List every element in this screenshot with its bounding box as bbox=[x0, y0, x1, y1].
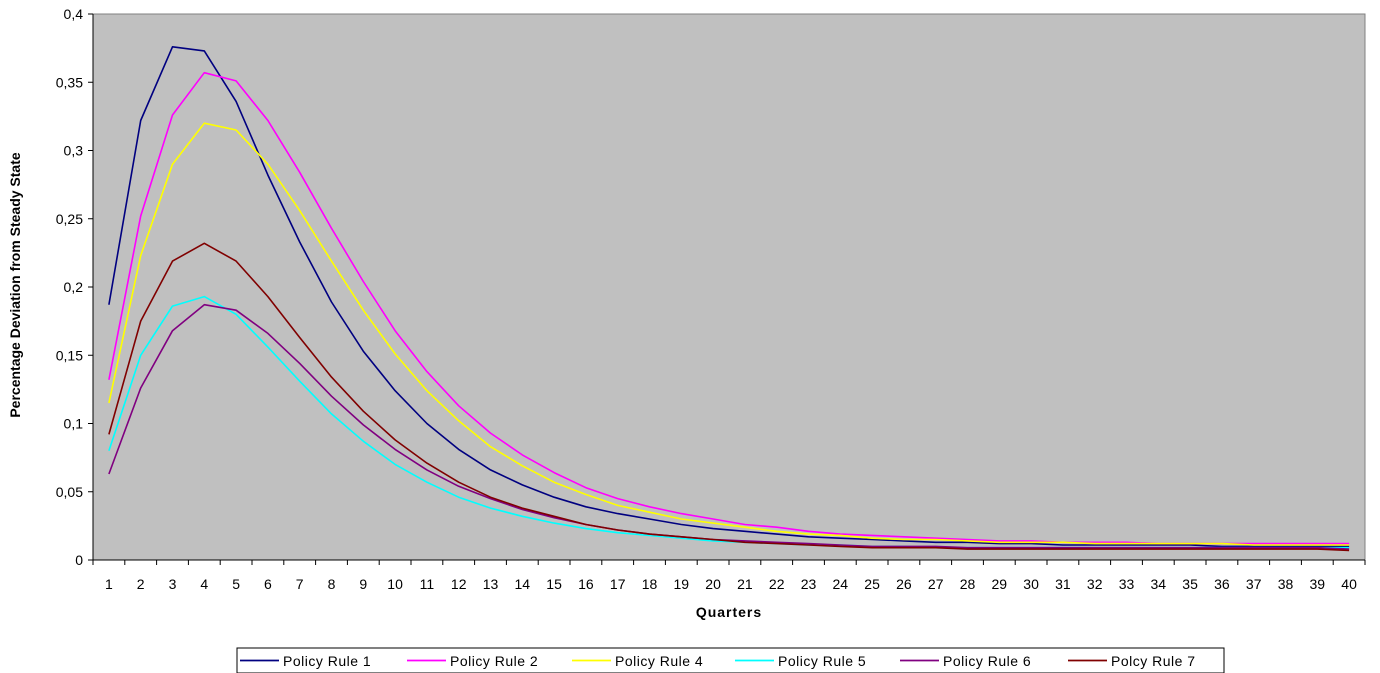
x-tick-label: 31 bbox=[1055, 576, 1071, 592]
x-tick-label: 19 bbox=[674, 576, 690, 592]
x-tick-label: 15 bbox=[546, 576, 562, 592]
legend-label: Policy Rule 1 bbox=[283, 653, 371, 669]
y-tick-label: 0,4 bbox=[64, 6, 84, 22]
x-tick-label: 25 bbox=[864, 576, 880, 592]
y-tick-label: 0,1 bbox=[64, 416, 84, 432]
legend-label: Policy Rule 5 bbox=[778, 653, 866, 669]
y-axis-title: Percentage Deviation from Steady State bbox=[7, 152, 23, 418]
x-tick-label: 1 bbox=[105, 576, 113, 592]
x-axis-title: Quarters bbox=[696, 604, 762, 620]
series-line-3 bbox=[108, 122, 1350, 546]
legend-box bbox=[236, 647, 1225, 673]
x-tick-label: 11 bbox=[420, 576, 435, 592]
x-tick-label: 34 bbox=[1151, 576, 1167, 592]
x-tick-label: 40 bbox=[1341, 576, 1357, 592]
legend-label: Polcy Rule 7 bbox=[1111, 653, 1196, 669]
x-tick-label: 26 bbox=[896, 576, 912, 592]
legend-label: Policy Rule 4 bbox=[615, 653, 703, 669]
x-tick-label: 3 bbox=[169, 576, 177, 592]
x-tick-label: 10 bbox=[387, 576, 403, 592]
series-line-1 bbox=[108, 45, 1350, 548]
x-tick-label: 7 bbox=[296, 576, 304, 592]
x-tick-label: 38 bbox=[1278, 576, 1294, 592]
x-tick-label: 22 bbox=[769, 576, 785, 592]
y-tick-label: 0,3 bbox=[64, 143, 84, 159]
legend: Policy Rule 1 Policy Rule 2 Policy Rule 4 P… bbox=[236, 647, 1225, 673]
x-tick-label: 21 bbox=[737, 576, 753, 592]
y-tick-label: 0,35 bbox=[56, 74, 83, 90]
x-tick-label: 39 bbox=[1310, 576, 1326, 592]
x-tick-label: 24 bbox=[833, 576, 849, 592]
x-tick-label: 12 bbox=[451, 576, 467, 592]
x-tick-label: 2 bbox=[137, 576, 145, 592]
series-line-6 bbox=[108, 242, 1350, 552]
x-tick-label: 37 bbox=[1246, 576, 1262, 592]
y-axis: 0 0,05 0,1 0,15 0,2 0,25 0,3 0,35 0,4 bbox=[56, 6, 94, 568]
x-tick-label: 23 bbox=[801, 576, 817, 592]
x-tick-label: 5 bbox=[232, 576, 240, 592]
x-tick-label: 6 bbox=[264, 576, 272, 592]
x-tick-label: 8 bbox=[328, 576, 336, 592]
plot-area bbox=[92, 13, 1366, 561]
x-axis: 1 2 3 4 5 6 7 8 9 10 11 12 13 14 15 16 17 18 19 20 21 22 23 24 2… bbox=[92, 559, 1366, 592]
x-tick-label: 18 bbox=[642, 576, 658, 592]
x-tick-label: 27 bbox=[928, 576, 944, 592]
x-tick-label: 17 bbox=[610, 576, 626, 592]
legend-label: Policy Rule 6 bbox=[943, 653, 1031, 669]
y-tick-label: 0,25 bbox=[56, 211, 83, 227]
x-tick-label: 4 bbox=[200, 576, 208, 592]
x-tick-label: 35 bbox=[1182, 576, 1198, 592]
x-tick-label: 14 bbox=[515, 576, 531, 592]
x-tick-label: 16 bbox=[578, 576, 594, 592]
x-tick-label: 33 bbox=[1119, 576, 1135, 592]
series-lines bbox=[108, 45, 1350, 552]
y-tick-label: 0,15 bbox=[56, 347, 83, 363]
y-tick-label: 0 bbox=[75, 552, 83, 568]
y-tick-label: 0,05 bbox=[56, 484, 83, 500]
x-tick-label: 36 bbox=[1214, 576, 1230, 592]
x-tick-label: 20 bbox=[705, 576, 721, 592]
x-tick-label: 9 bbox=[359, 576, 367, 592]
legend-label: Policy Rule 2 bbox=[450, 653, 538, 669]
y-tick-label: 0,2 bbox=[64, 279, 84, 295]
x-tick-label: 30 bbox=[1023, 576, 1039, 592]
x-tick-label: 13 bbox=[483, 576, 499, 592]
x-tick-label: 28 bbox=[960, 576, 976, 592]
x-tick-label: 29 bbox=[992, 576, 1008, 592]
x-tick-label: 32 bbox=[1087, 576, 1103, 592]
